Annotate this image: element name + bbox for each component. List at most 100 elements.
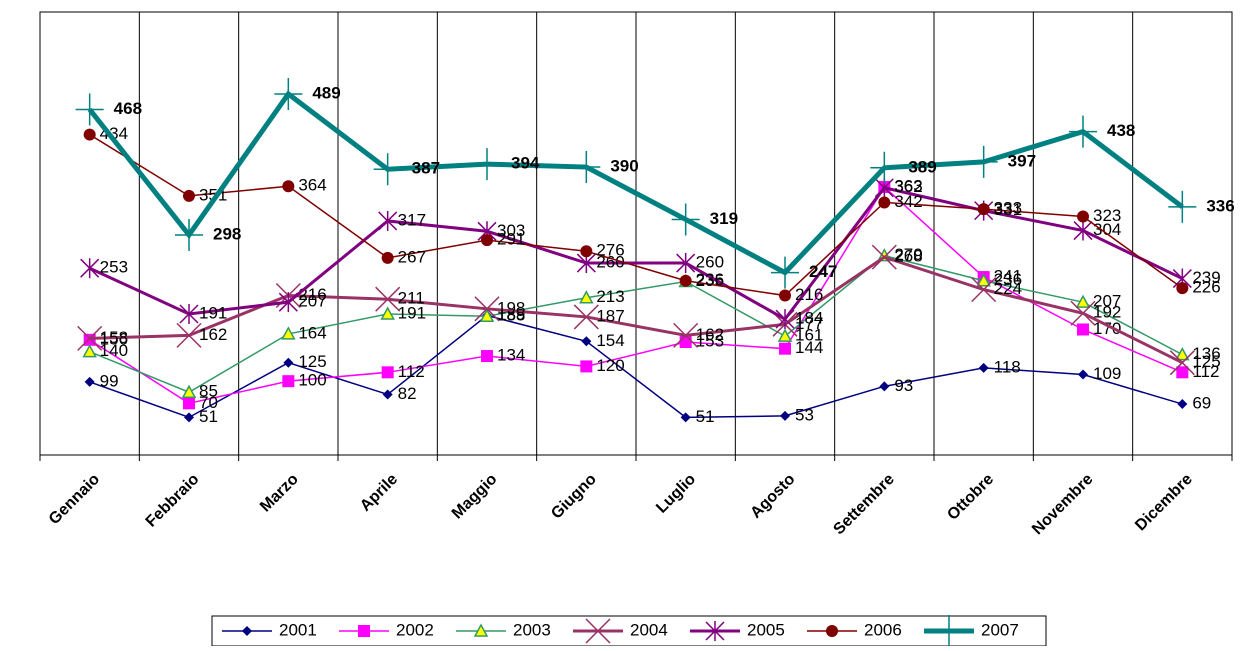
marker: [278, 292, 298, 313]
marker: [183, 397, 195, 410]
marker: [581, 336, 592, 347]
data-label: 164: [298, 323, 326, 342]
data-label: 118: [994, 357, 1021, 376]
marker: [1077, 323, 1089, 336]
data-label: 93: [894, 376, 913, 395]
marker: [184, 412, 194, 423]
marker: [680, 412, 691, 423]
marker: [775, 309, 795, 330]
legend-label: 2002: [396, 620, 434, 639]
marker: [481, 234, 493, 247]
legend-label: 2001: [279, 620, 317, 639]
data-label: 112: [1192, 362, 1219, 381]
marker: [1075, 294, 1091, 308]
data-label: 125: [1192, 352, 1220, 371]
marker: [82, 344, 97, 358]
marker: [175, 218, 203, 251]
data-label: 438: [1107, 121, 1135, 140]
data-label: 162: [696, 325, 724, 344]
marker: [474, 296, 500, 322]
marker: [282, 180, 295, 193]
marker: [705, 621, 725, 641]
marker: [479, 308, 495, 322]
legend-label: 2004: [630, 620, 668, 639]
x-tick-label: Ottobre: [944, 471, 997, 524]
data-label: 342: [894, 192, 922, 211]
data-label: 336: [1206, 196, 1234, 215]
marker: [1077, 210, 1089, 223]
data-label: 69: [1192, 394, 1211, 413]
data-label: 260: [696, 253, 724, 272]
marker: [879, 381, 890, 392]
data-label: 319: [710, 209, 738, 228]
data-label: 51: [199, 407, 218, 426]
data-label: 260: [596, 253, 624, 272]
data-label: 468: [114, 99, 142, 118]
marker: [77, 325, 103, 351]
data-label: 140: [100, 341, 128, 360]
marker: [274, 77, 303, 110]
marker: [373, 153, 402, 186]
data-label: 187: [596, 306, 624, 325]
x-tick-label: Gennaio: [46, 471, 103, 528]
data-label: 112: [398, 362, 425, 381]
data-label: 317: [398, 210, 426, 229]
marker: [1176, 282, 1189, 295]
marker: [671, 203, 700, 236]
data-label: 226: [1192, 278, 1220, 297]
marker: [971, 277, 997, 303]
data-label: 191: [398, 303, 426, 322]
x-tick-label: Aprile: [357, 471, 401, 515]
data-label: 120: [596, 356, 624, 375]
series-line: [89, 255, 1183, 365]
series-line: [89, 133, 1183, 297]
marker: [580, 360, 593, 373]
data-label: 241: [994, 267, 1022, 286]
marker: [1175, 347, 1190, 361]
marker: [381, 251, 394, 264]
marker: [80, 258, 100, 279]
legend-box: [211, 615, 1047, 647]
series-line: [87, 90, 1184, 276]
marker: [176, 322, 202, 348]
data-label: 207: [298, 292, 326, 311]
x-tick-label: Novembre: [1029, 471, 1096, 538]
marker: [179, 303, 199, 324]
data-label: 389: [908, 157, 936, 176]
marker: [381, 366, 394, 379]
data-label: 362: [894, 177, 922, 196]
marker: [375, 286, 401, 312]
data-label: 270: [894, 245, 922, 264]
marker: [976, 273, 991, 287]
marker: [1169, 350, 1195, 376]
legend-label: 2005: [747, 620, 785, 639]
marker: [481, 350, 493, 363]
data-label: 253: [100, 258, 128, 277]
data-label: 192: [1093, 303, 1121, 322]
marker: [473, 623, 489, 637]
data-label: 394: [511, 154, 540, 173]
marker: [870, 151, 899, 184]
data-label: 144: [795, 338, 823, 357]
x-tick-label: Maggio: [449, 471, 501, 523]
data-label: 191: [199, 303, 227, 322]
data-label: 298: [213, 224, 241, 243]
marker: [1177, 399, 1188, 410]
x-tick-label: Marzo: [257, 471, 302, 516]
data-label: 82: [398, 384, 417, 403]
data-label: 198: [497, 298, 525, 317]
data-label: 276: [596, 241, 624, 260]
marker: [679, 336, 692, 349]
data-label: 70: [199, 393, 218, 412]
marker: [585, 618, 611, 644]
data-label: 161: [795, 326, 823, 345]
marker: [779, 289, 791, 302]
marker: [579, 290, 594, 304]
data-label: 153: [696, 332, 724, 351]
marker: [378, 210, 398, 231]
marker: [75, 93, 104, 126]
data-label: 53: [795, 405, 814, 424]
legend-label: 2003: [513, 620, 551, 639]
data-label: 268: [894, 247, 922, 266]
data-label: 125: [298, 352, 326, 371]
